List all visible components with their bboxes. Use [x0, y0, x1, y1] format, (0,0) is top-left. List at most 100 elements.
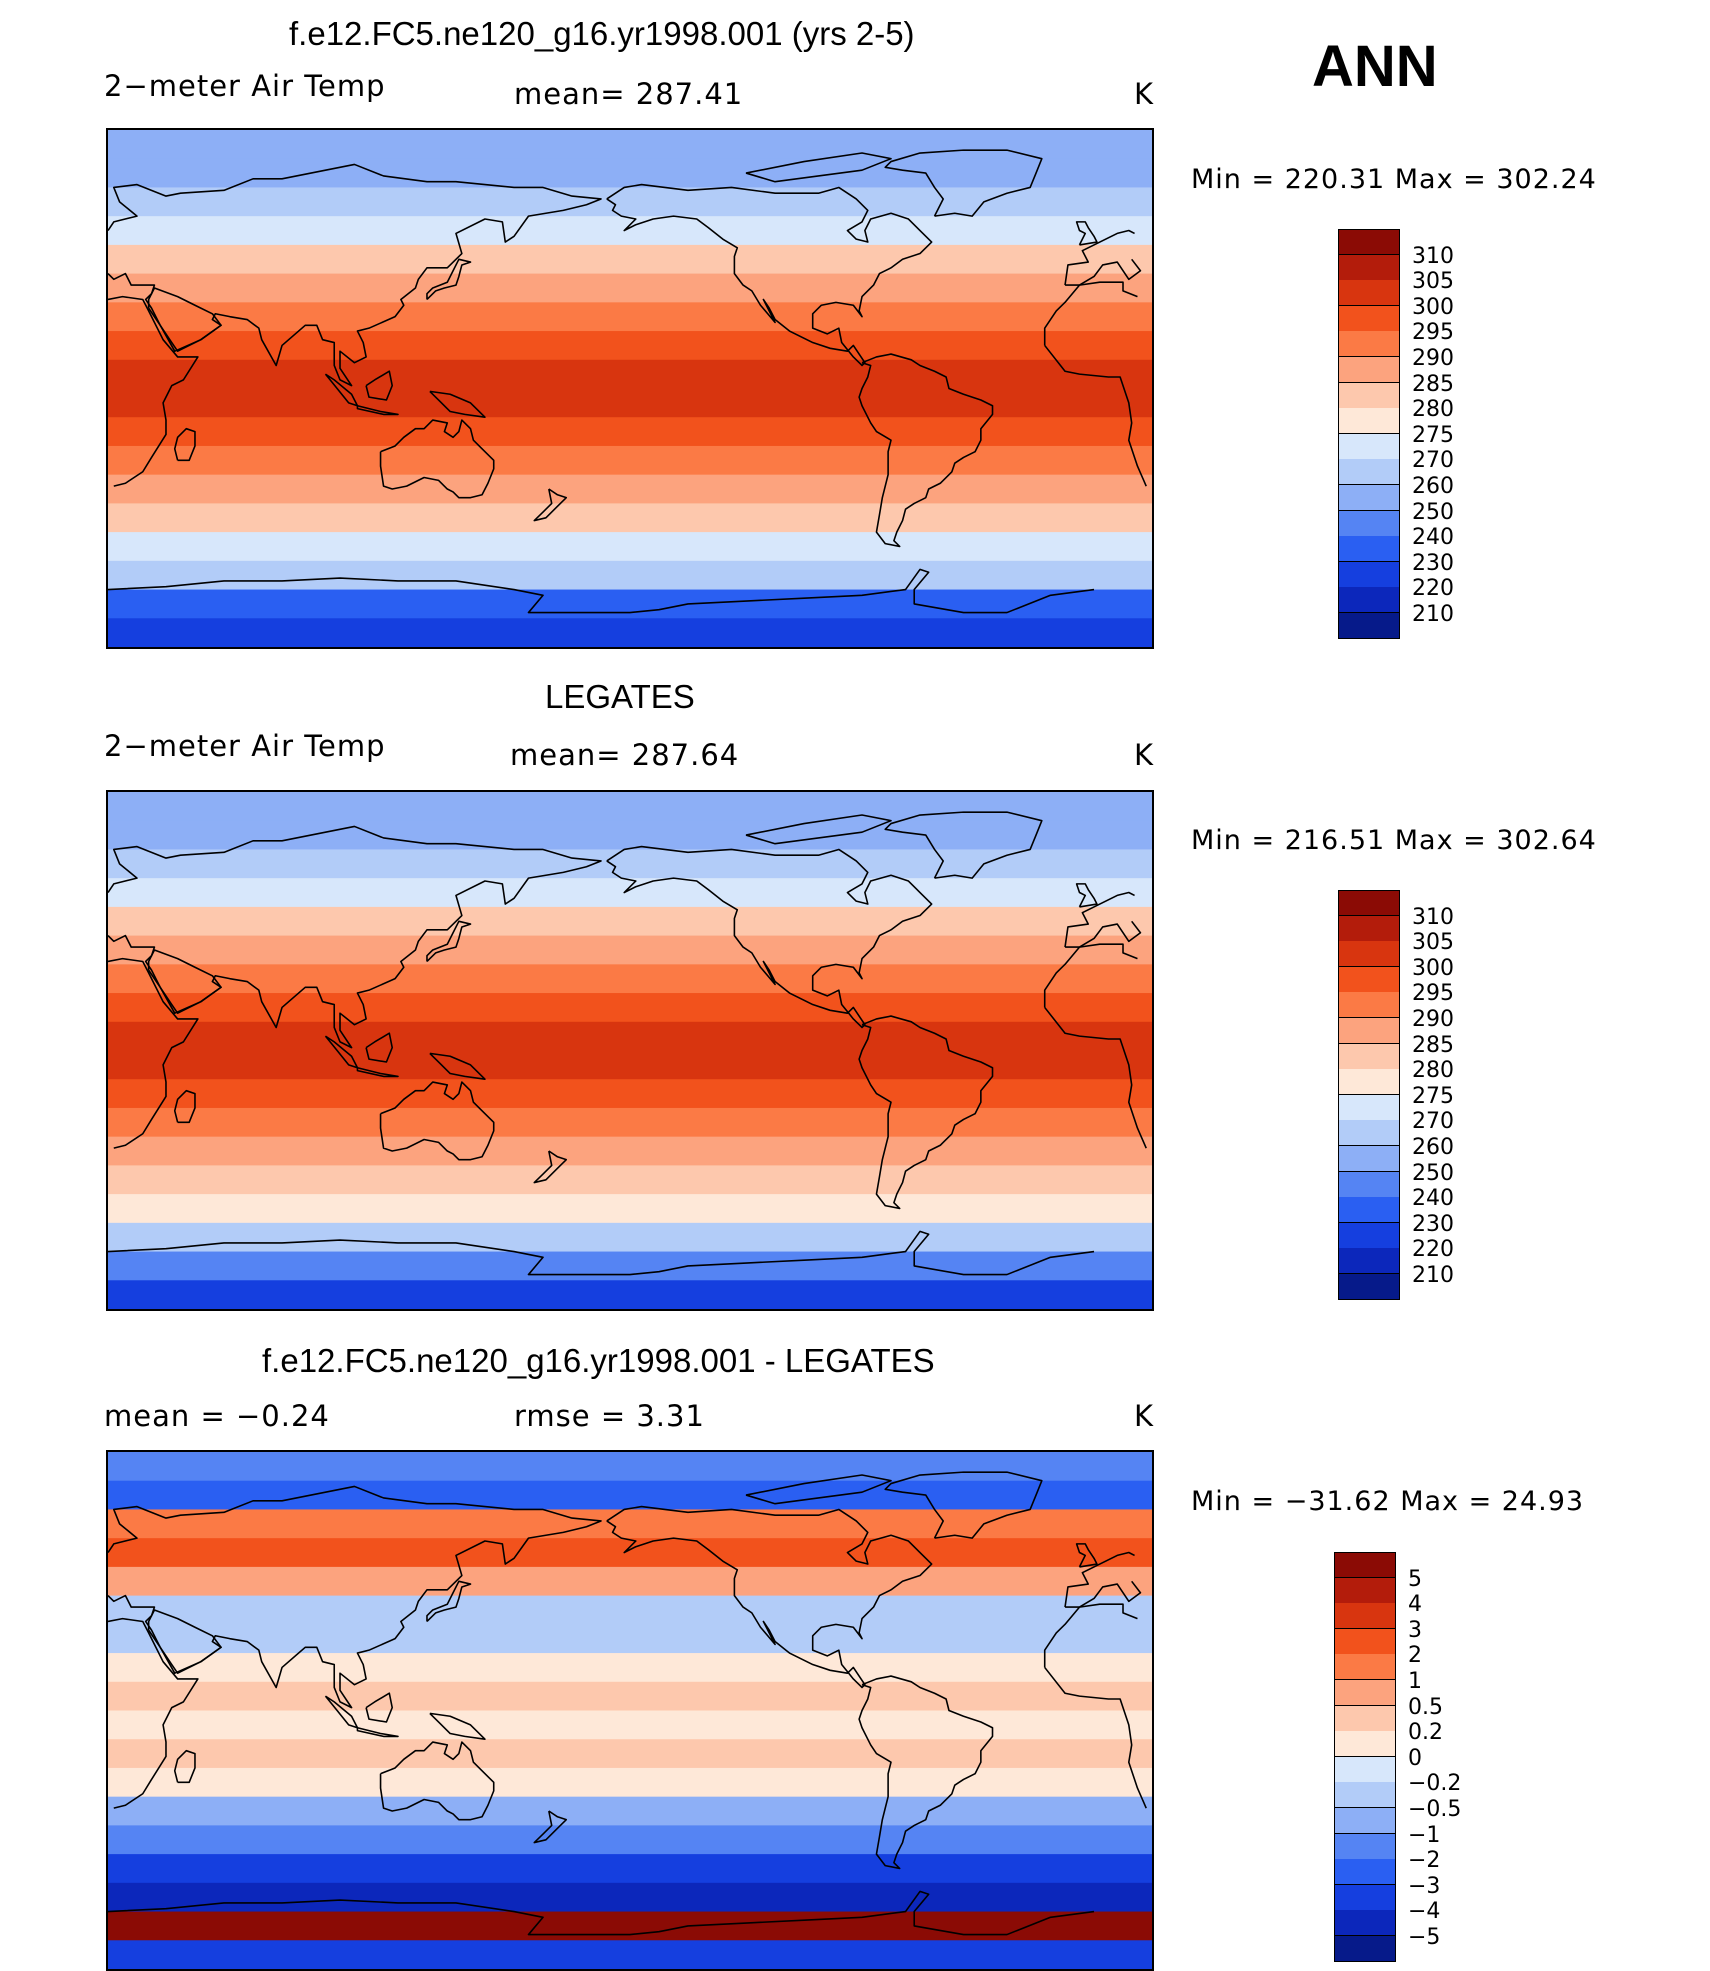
colorbar-swatch [1338, 1274, 1400, 1301]
heatmap-band [108, 618, 1152, 647]
heatmap-band [108, 1767, 1152, 1798]
coastline [108, 1890, 1095, 1936]
colorbar-tick-label: 310 [1412, 904, 1454, 930]
coastline [884, 1471, 1043, 1539]
colorbar-swatch [1334, 1808, 1396, 1835]
heatmap-band [108, 130, 1152, 160]
colorbar-swatch [1338, 1069, 1400, 1096]
coastline [147, 949, 222, 1014]
colorbar-swatch [1334, 1577, 1396, 1604]
heatmap-band [108, 1940, 1152, 1969]
panel-1-units: K [1134, 77, 1155, 111]
heatmap-band [108, 503, 1152, 533]
coastline [108, 1230, 1095, 1276]
colorbar-tick-label: 5 [1408, 1566, 1422, 1592]
colorbar-swatch [1338, 992, 1400, 1019]
coastline [324, 1695, 359, 1729]
colorbar-tick-label: 280 [1412, 1058, 1454, 1084]
panel-3-mean-label: mean = −0.24 [104, 1399, 330, 1433]
coastline [745, 152, 892, 183]
panel-2-variable-label: 2−meter Air Temp [104, 729, 386, 763]
heatmap-band [108, 1079, 1152, 1109]
panel-3-rmse-label: rmse = 3.31 [514, 1399, 705, 1433]
coastline [533, 1150, 568, 1184]
heatmap-band [108, 1854, 1152, 1884]
colorbar-swatch [1334, 1680, 1396, 1707]
colorbar-tick-label: 2 [1408, 1643, 1422, 1669]
colorbar-swatch [1338, 1171, 1400, 1198]
heatmap-band [108, 849, 1152, 879]
colorbar-tick-label: 300 [1412, 955, 1454, 981]
heatmap-band [108, 1538, 1152, 1568]
colorbar-tick-label: 250 [1412, 1160, 1454, 1186]
heatmap-band [108, 1194, 1152, 1224]
colorbar-tick-label: 290 [1412, 346, 1454, 371]
coastline [606, 1505, 933, 1689]
colorbar-tick-label: 210 [1412, 1263, 1454, 1288]
heatmap-band [108, 1021, 1152, 1052]
colorbar-tick-label: 230 [1412, 550, 1454, 576]
colorbar-swatch [1338, 1094, 1400, 1121]
panel-2-units: K [1134, 738, 1155, 772]
colorbar-swatch [1338, 280, 1400, 307]
colorbar-tick-label: 275 [1412, 1083, 1454, 1109]
panel-3-heatmap [108, 1452, 1152, 1969]
colorbar-swatch [1338, 254, 1400, 281]
colorbar-swatch [1338, 1018, 1400, 1045]
coastline [379, 1081, 495, 1161]
colorbar-swatch [1334, 1782, 1396, 1809]
coastline [606, 183, 933, 367]
heatmap-band [108, 1251, 1152, 1281]
coastline [858, 353, 994, 548]
colorbar-tick-label: 240 [1412, 1186, 1454, 1212]
panel-3-map [106, 1450, 1154, 1971]
colorbar-swatch [1338, 357, 1400, 384]
colorbar-swatch [1338, 382, 1400, 409]
heatmap-band [108, 302, 1152, 332]
colorbar-tick-label: −1 [1408, 1822, 1441, 1848]
heatmap-band [108, 1509, 1152, 1539]
colorbar-swatch [1338, 1043, 1400, 1070]
colorbar-tick-label: 260 [1412, 474, 1454, 499]
colorbar-tick-label: −3 [1408, 1873, 1441, 1899]
heatmap-band [108, 1882, 1152, 1913]
colorbar-tick-label: 0.5 [1408, 1694, 1443, 1720]
colorbar-tick-label: 240 [1412, 525, 1454, 551]
coastline [858, 1015, 994, 1210]
colorbar-tick-label: 210 [1412, 602, 1454, 627]
panel-1-title: f.e12.FC5.ne120_g16.yr1998.001 (yrs 2-5) [289, 15, 915, 52]
colorbar-tick-label: −0.2 [1408, 1771, 1462, 1797]
panel-1-variable-label: 2−meter Air Temp [104, 69, 386, 103]
coastline [426, 1580, 472, 1623]
coastline [884, 149, 1043, 217]
coastline [858, 1675, 994, 1870]
colorbar-tick-label: 0 [1408, 1745, 1422, 1771]
colorbar-swatch [1338, 305, 1400, 332]
colorbar-swatch [1338, 966, 1400, 993]
heatmap-band [108, 474, 1152, 504]
heatmap-band [108, 1280, 1152, 1309]
coastline [173, 427, 196, 462]
heatmap-band [108, 1681, 1152, 1712]
colorbar-swatch [1338, 1146, 1400, 1173]
heatmap-band [108, 1107, 1152, 1138]
colorbar-swatch [1338, 915, 1400, 942]
coastline [356, 1066, 399, 1078]
colorbar-swatch [1334, 1654, 1396, 1681]
colorbar-tick-label: 260 [1412, 1135, 1454, 1160]
coastline [379, 419, 495, 499]
heatmap-band [108, 820, 1152, 851]
colorbar-swatch [1338, 1120, 1400, 1147]
panel-2-heatmap [108, 792, 1152, 1309]
panel-2-mean-label: mean= 287.64 [510, 738, 740, 772]
colorbar-tick-label: 280 [1412, 397, 1454, 423]
coastline [533, 1810, 568, 1844]
colorbar-tick-label: 220 [1412, 1237, 1454, 1263]
coastline [745, 814, 892, 845]
colorbar-swatch [1338, 890, 1400, 917]
colorbar-tick-label: 250 [1412, 499, 1454, 525]
coastline [324, 1035, 359, 1069]
colorbar-swatch [1334, 1552, 1396, 1579]
heatmap-band [108, 158, 1152, 189]
colorbar-swatch [1338, 459, 1400, 486]
